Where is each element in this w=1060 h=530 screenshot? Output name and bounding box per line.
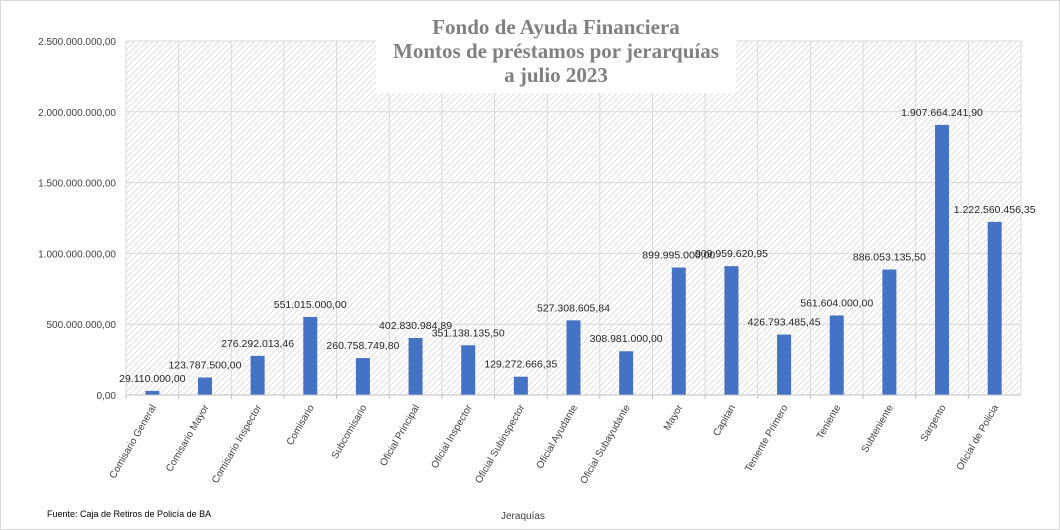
x-tick-label: Teniente — [815, 403, 844, 442]
y-tick-label: 2.000.000.000,00 — [38, 108, 116, 119]
x-tick-label: Mayor — [662, 402, 686, 432]
data-label: 527.308.605,84 — [537, 302, 610, 314]
y-tick-label: 1.500.000.000,00 — [38, 179, 116, 190]
bar — [777, 334, 792, 395]
y-tick-label: 1.000.000.000,00 — [38, 249, 116, 260]
data-label: 899.995.000,00 — [642, 250, 715, 262]
source-note: Fuente: Caja de Retiros de Policía de BA — [47, 509, 212, 519]
data-labels: 29.110.000,00 123.787.500,00 276.292.013,4… — [119, 107, 1036, 385]
bars — [145, 124, 1002, 395]
y-tick-label: 2.500.000.000,00 — [38, 37, 116, 48]
x-tick-label: Oficial Ayudante — [535, 403, 581, 471]
bar — [461, 345, 476, 395]
data-label: 909.959.620,95 — [695, 248, 768, 260]
chart-title: Fondo de Ayuda Financiera Montos de prés… — [376, 15, 736, 93]
x-tick-label: Teniente Primero — [743, 403, 791, 474]
y-tick-label: 0,00 — [97, 391, 117, 402]
x-tick-label: Sargento — [919, 403, 949, 444]
x-tick-label: Oficial Principal — [378, 403, 422, 468]
chart-title-line-1: Fondo de Ayuda Financiera — [432, 15, 680, 39]
chart-title-line-2: Montos de préstamos por jerarquías — [393, 39, 719, 63]
data-label: 260.758.749,80 — [326, 340, 399, 352]
data-label: 886.053.135,50 — [853, 252, 926, 264]
bar — [671, 267, 686, 395]
x-axis-title: Jeraquías — [501, 511, 545, 522]
y-tick-label: 500.000.000,00 — [46, 320, 116, 331]
data-label: 351.138.135,50 — [432, 327, 505, 339]
x-tick-label: Oficial de Policia — [955, 403, 1002, 473]
x-tick-label: Oficial Inspector — [429, 402, 475, 470]
bar — [724, 266, 739, 395]
x-tick-label: Comisario Mayor — [164, 402, 212, 474]
data-label: 29.110.000,00 — [119, 373, 186, 385]
bar — [250, 355, 265, 395]
data-label: 402.830.984,89 — [379, 320, 452, 332]
x-tick-label: Comisario — [285, 403, 317, 448]
data-label: 123.787.500,00 — [168, 359, 241, 371]
bar — [408, 337, 423, 395]
bar — [566, 320, 581, 395]
bar — [513, 376, 528, 395]
x-tick-label: Subcomisario — [330, 403, 370, 461]
gridlines — [125, 40, 1022, 396]
x-tick-label: Comisario General — [108, 403, 159, 481]
data-label: 1.222.560.456,35 — [954, 204, 1036, 216]
bar — [619, 351, 634, 395]
data-label: 561.604.000,00 — [800, 297, 873, 309]
bar — [303, 316, 318, 395]
bar — [987, 221, 1002, 395]
x-tick-label: Subteniente — [860, 403, 896, 455]
data-label: 308.981.000,00 — [590, 333, 663, 345]
bar — [355, 358, 370, 395]
x-axis: Comisario General Comisario MayorComisari… — [108, 394, 1021, 486]
x-tick-label: Comisario Inspector — [210, 402, 264, 485]
data-label: 276.292.013,46 — [221, 338, 294, 350]
bar — [829, 315, 844, 395]
bar — [145, 390, 160, 395]
x-tick-label: Oficial Subinspector — [473, 402, 527, 485]
bar — [935, 124, 950, 395]
chart-title-line-3: a julio 2023 — [504, 63, 608, 87]
data-label: 1.907.664.241,90 — [901, 107, 983, 119]
data-label: 129.272.666,35 — [484, 359, 557, 371]
bar — [882, 269, 897, 395]
bar — [197, 377, 212, 395]
data-label: 426.793.485,45 — [748, 317, 821, 329]
x-tick-label: Capitan — [711, 403, 738, 438]
data-label: 551.015.000,00 — [274, 299, 347, 311]
x-tick-label: Oficial Subayudante — [578, 403, 632, 486]
y-axis: 0,00 500.000.000,00 1.000.000.000,00 1.500.… — [38, 37, 116, 402]
